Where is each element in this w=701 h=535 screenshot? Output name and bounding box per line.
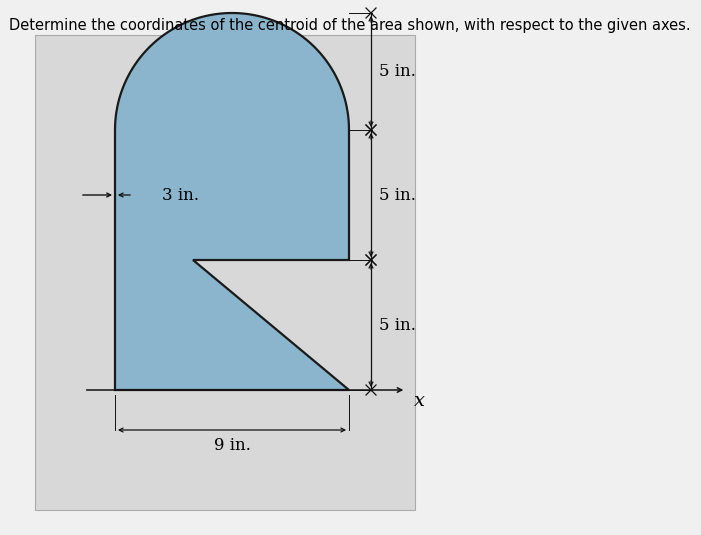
Bar — [35, 35, 415, 510]
Text: Determine the coordinates of the centroid of the area shown, with respect to the: Determine the coordinates of the centroi… — [9, 18, 690, 33]
Text: 3 in.: 3 in. — [162, 187, 199, 204]
Text: 5 in.: 5 in. — [379, 63, 416, 80]
Text: 5 in.: 5 in. — [379, 187, 416, 203]
Text: 9 in.: 9 in. — [214, 437, 250, 454]
PathPatch shape — [115, 13, 349, 390]
Text: x: x — [414, 392, 425, 410]
Text: 5 in.: 5 in. — [379, 317, 416, 333]
